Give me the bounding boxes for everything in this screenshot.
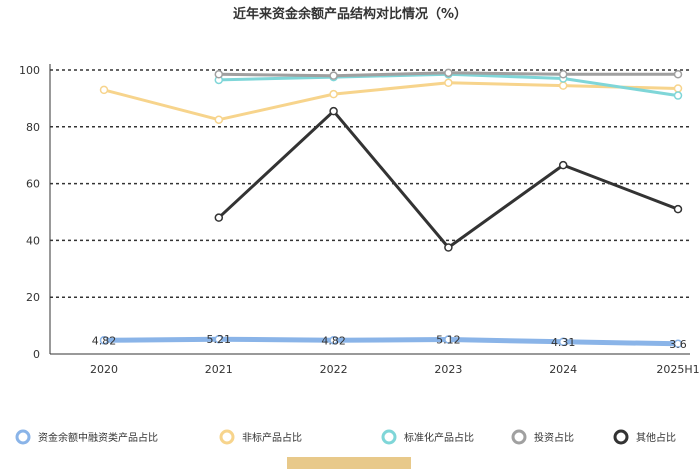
data-point — [214, 115, 224, 124]
legend-label: 其他占比 — [636, 431, 676, 444]
series-line — [217, 109, 680, 249]
data-point — [329, 71, 338, 80]
y-tick-label: 80 — [26, 121, 40, 134]
x-tick-label: 2025H1 — [656, 363, 699, 376]
data-label: 5.21 — [207, 333, 232, 346]
x-tick-label: 2020 — [90, 363, 118, 376]
data-point — [329, 89, 338, 99]
x-tick-label: 2021 — [205, 363, 233, 376]
data-point — [558, 160, 568, 170]
data-point — [444, 68, 453, 78]
y-tick-label: 60 — [26, 178, 40, 191]
y-axis: 0 20 40 60 80 100 — [19, 64, 51, 361]
legend-marker — [613, 429, 629, 445]
x-tick-label: 2022 — [320, 363, 348, 376]
data-label: 5.12 — [436, 333, 461, 346]
data-point — [329, 106, 338, 116]
data-point — [673, 204, 683, 214]
data-point — [214, 70, 224, 79]
y-tick-label: 20 — [26, 291, 40, 304]
legend-marker — [15, 429, 31, 445]
y-tick-label: 40 — [26, 234, 40, 247]
grid-lines — [50, 69, 690, 298]
data-labels: 4.82 5.21 4.82 5.12 4.31 3.6 — [92, 333, 687, 351]
data-label: 4.82 — [321, 334, 346, 347]
series-layer — [99, 68, 683, 349]
data-label: 4.82 — [92, 334, 117, 347]
source-bar — [287, 457, 411, 469]
data-point — [444, 335, 453, 344]
data-point — [673, 339, 683, 349]
data-point — [558, 337, 568, 347]
data-point — [214, 334, 224, 344]
data-point — [444, 243, 453, 252]
legend-label: 标准化产品占比 — [404, 431, 474, 444]
legend-marker — [511, 429, 527, 445]
data-point — [329, 336, 338, 345]
data-label: 3.6 — [669, 338, 687, 351]
legend-label: 资金余额中融资类产品占比 — [38, 431, 158, 444]
data-point — [673, 91, 683, 100]
data-point — [99, 85, 109, 95]
legend-marker — [219, 429, 235, 445]
data-point — [558, 70, 568, 79]
legend-label: 非标产品占比 — [242, 431, 302, 444]
legend-label: 投资占比 — [534, 431, 574, 444]
data-point — [444, 78, 453, 88]
x-axis: 2020 2021 2022 2023 2024 2025H1 — [50, 353, 700, 376]
x-tick-label: 2023 — [434, 363, 462, 376]
series-line — [102, 81, 680, 122]
data-point — [99, 336, 109, 345]
data-point — [673, 70, 683, 79]
series-line — [101, 336, 681, 347]
legend-marker — [381, 429, 397, 445]
legend: 资金余额中融资类产品占比 非标产品占比 标准化产品占比 投资占比 其他占比 — [15, 429, 676, 445]
x-tick-label: 2024 — [549, 363, 577, 376]
data-label: 4.31 — [551, 336, 576, 349]
data-point — [558, 81, 568, 90]
y-tick-label: 100 — [19, 64, 40, 77]
data-point — [673, 84, 683, 93]
y-tick-label: 0 — [33, 348, 40, 361]
data-point — [214, 213, 224, 222]
chart-title: 近年来资金余额产品结构对比情况（%） — [233, 6, 467, 22]
